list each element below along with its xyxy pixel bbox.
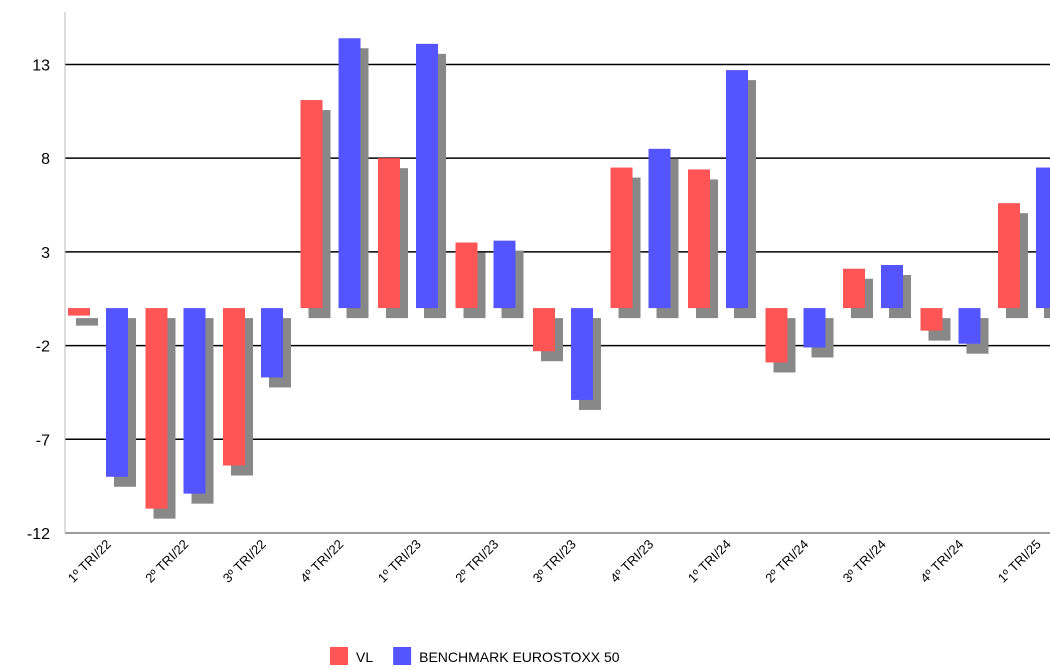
y-tick-label: 13: [32, 57, 50, 74]
bar: [648, 148, 671, 309]
bar-shadow: [76, 318, 98, 326]
x-tick-label: 2º TRI/22: [142, 537, 191, 586]
x-tick-label: 1º TRI/23: [375, 537, 424, 586]
legend-label: VL: [356, 649, 373, 665]
bar: [803, 308, 826, 348]
y-tick-label: 3: [41, 245, 50, 262]
bar: [145, 308, 168, 509]
y-tick-label: -12: [27, 526, 50, 543]
x-tick-label: 4º TRI/22: [297, 537, 346, 586]
bar: [881, 265, 903, 309]
x-tick-label: 1º TRI/22: [65, 537, 114, 586]
x-tick-label: 2º TRI/23: [452, 537, 501, 586]
x-tick-label: 1º TRI/24: [685, 537, 734, 586]
bar: [261, 308, 283, 378]
y-tick-label: 8: [41, 151, 50, 168]
bar: [958, 308, 981, 344]
x-tick-label: 3º TRI/24: [840, 537, 889, 586]
bar: [338, 38, 361, 309]
bar: [300, 100, 323, 309]
legend-swatch: [393, 647, 412, 665]
bar: [493, 240, 516, 309]
bar: [183, 308, 206, 494]
plot-area: [64, 12, 1050, 534]
bar: [455, 242, 478, 309]
bar: [416, 43, 438, 309]
bar: [223, 308, 245, 466]
bar: [610, 167, 633, 309]
bar: [920, 308, 943, 331]
legend-swatch: [330, 647, 348, 665]
x-tick-label: 1º TRI/25: [995, 537, 1044, 586]
bar: [688, 169, 710, 309]
bar: [533, 308, 555, 352]
y-tick-label: -7: [36, 432, 50, 449]
bar: [765, 308, 788, 363]
bar: [843, 268, 865, 309]
bar: [378, 158, 400, 309]
bar: [68, 308, 90, 316]
legend-label: BENCHMARK EUROSTOXX 50: [419, 649, 620, 665]
bar: [726, 70, 748, 309]
bar: [1036, 167, 1050, 309]
bar: [571, 308, 593, 400]
y-tick-label: -2: [36, 339, 50, 356]
x-tick-label: 2º TRI/24: [762, 537, 811, 586]
x-tick-label: 4º TRI/23: [607, 537, 656, 586]
bar: [998, 203, 1020, 309]
x-tick-label: 3º TRI/22: [220, 537, 269, 586]
x-tick-label: 3º TRI/23: [530, 537, 579, 586]
x-tick-label: 4º TRI/24: [917, 537, 966, 586]
bar: [106, 308, 128, 477]
